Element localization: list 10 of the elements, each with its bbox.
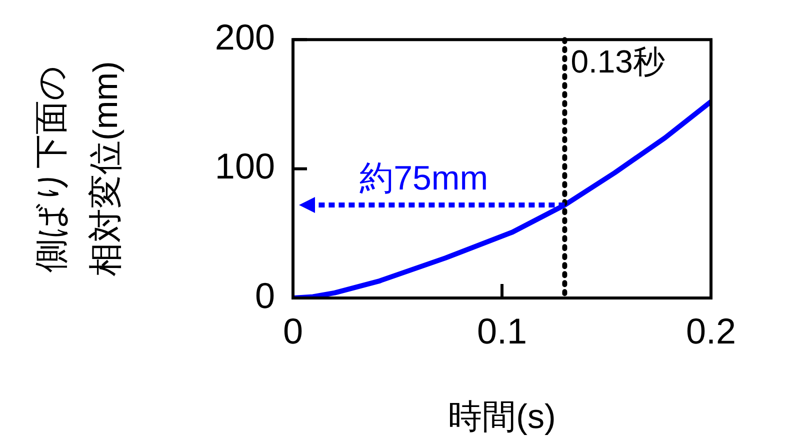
x-tick-label: 0.1 bbox=[476, 310, 528, 352]
y-axis-title: 側ばり下面の相対変位(mm) bbox=[32, 61, 125, 276]
x-axis-title: 時間(s) bbox=[448, 398, 556, 436]
ref-line-label: 0.13秒 bbox=[570, 43, 665, 80]
y-tick-label: 100 bbox=[214, 146, 275, 187]
annotation: 約75mm bbox=[360, 159, 488, 198]
y-tick-label: 0 bbox=[254, 274, 275, 316]
y-tick-label: 200 bbox=[214, 16, 275, 58]
x-tick-label: 0 bbox=[282, 310, 304, 352]
x-tick-label: 0.2 bbox=[686, 310, 736, 352]
